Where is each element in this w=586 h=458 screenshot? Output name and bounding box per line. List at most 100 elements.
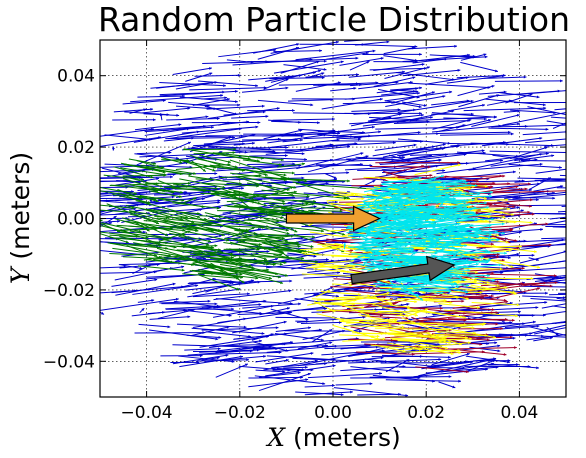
particle-arrow-head [275,347,279,351]
particle-arrow [100,190,157,201]
particle-arrow-head [486,219,489,223]
particle-arrow [438,255,484,258]
particle-arrow [551,321,566,324]
particle-arrow-head [409,246,412,250]
particle-arrow-head [510,227,514,231]
particle-arrow-head [516,252,520,256]
particle-arrow [482,228,544,235]
particle-arrow-head [529,93,533,97]
particle-arrow-head [578,88,581,91]
particle-arrow [399,256,452,261]
particle-arrow [529,326,566,336]
particle-arrow-head [582,204,585,207]
particle-arrow-head [239,272,243,276]
particle-arrow-head [214,244,218,248]
particle-arrow-head [426,120,430,124]
particle-arrow [125,204,189,219]
particle-arrow [581,285,586,287]
particle-arrow-head [330,98,334,102]
particle-arrow [311,298,357,301]
particle-arrow-head [423,189,427,193]
particle-arrow-head [270,304,274,308]
particle-arrow [391,91,435,104]
particle-arrow [489,150,566,154]
particle-arrow-head [498,334,502,338]
particle-arrow [572,229,586,230]
particle-arrow-head [227,160,231,164]
particle-arrow [188,175,242,185]
particle-arrow-head [507,207,510,211]
particle-arrow [324,346,379,350]
particle-arrow [56,196,97,204]
particle-arrow-head [325,182,329,186]
particle-arrow-head [516,113,520,117]
particle-arrow-head [239,257,242,260]
particle-arrow-head [574,189,577,192]
particle-arrow [344,92,420,100]
particle-arrow-head [363,229,367,232]
particle-arrow [205,263,284,284]
particle-arrow-head [451,211,455,214]
particle-arrow-head [466,370,469,374]
particle-arrow-head [201,205,205,209]
particle-arrow-head [514,292,517,295]
particle-arrow-head [290,186,294,190]
particle-arrow [215,348,279,353]
particle-arrow-head [321,229,324,233]
particle-arrow-head [505,198,509,202]
particle-arrow-head [285,228,289,232]
particle-arrow-head [438,158,442,162]
particle-arrow [445,223,505,229]
particle-arrow-head [499,174,503,178]
particle-arrow [114,267,173,281]
particle-arrow-head [238,181,242,185]
particle-arrow-head [522,322,526,326]
particle-arrow-head [529,332,533,336]
particle-arrow-head [243,325,247,329]
particle-arrow-head [134,289,137,293]
particle-arrow [519,251,566,264]
particle-arrow [253,199,286,205]
particle-arrow-head [399,222,403,226]
particle-arrow-head [248,264,252,267]
particle-arrow-head [465,181,468,185]
particle-arrow-head [545,291,548,295]
particle-arrow-head [419,354,423,358]
particle-arrow-head [436,201,439,205]
particle-arrow-head [112,147,115,151]
particle-arrow [212,305,274,318]
particle-arrow [266,345,338,353]
particle-arrow [440,347,517,350]
particle-arrow [505,93,533,104]
particle-arrow-head [304,157,307,161]
particle-arrow-head [417,292,421,295]
particle-arrow-head [529,188,532,192]
particle-arrow-head [185,215,189,219]
particle-arrow-head [170,260,174,264]
x-tick-label: 0.02 [407,403,445,423]
particle-arrow-head [244,150,248,154]
particle-arrow-head [236,221,240,225]
particle-arrow [476,199,533,205]
particle-arrow-head [467,236,471,240]
particle-arrow-head [131,206,135,210]
particle-arrow-head [464,278,467,281]
particle-arrow-head [555,332,559,336]
particle-arrow-head [388,116,392,120]
particle-arrow-head [305,378,309,382]
particle-arrow-head [278,275,281,279]
particle-arrow [311,328,333,343]
particle-arrow-head [202,331,206,335]
particle-arrow-head [396,232,400,236]
particle-arrow-head [358,292,361,296]
particle-arrow [525,138,566,144]
particle-arrow-head [266,250,270,253]
particle-arrow-head [391,234,395,238]
particle-arrow-head [476,179,479,183]
particle-arrow-head [300,148,303,152]
particle-arrow-head [235,258,239,262]
particle-arrow [281,131,336,137]
particle-arrow-head [562,296,566,300]
particle-arrow [575,196,586,205]
particle-arrow [190,146,288,150]
